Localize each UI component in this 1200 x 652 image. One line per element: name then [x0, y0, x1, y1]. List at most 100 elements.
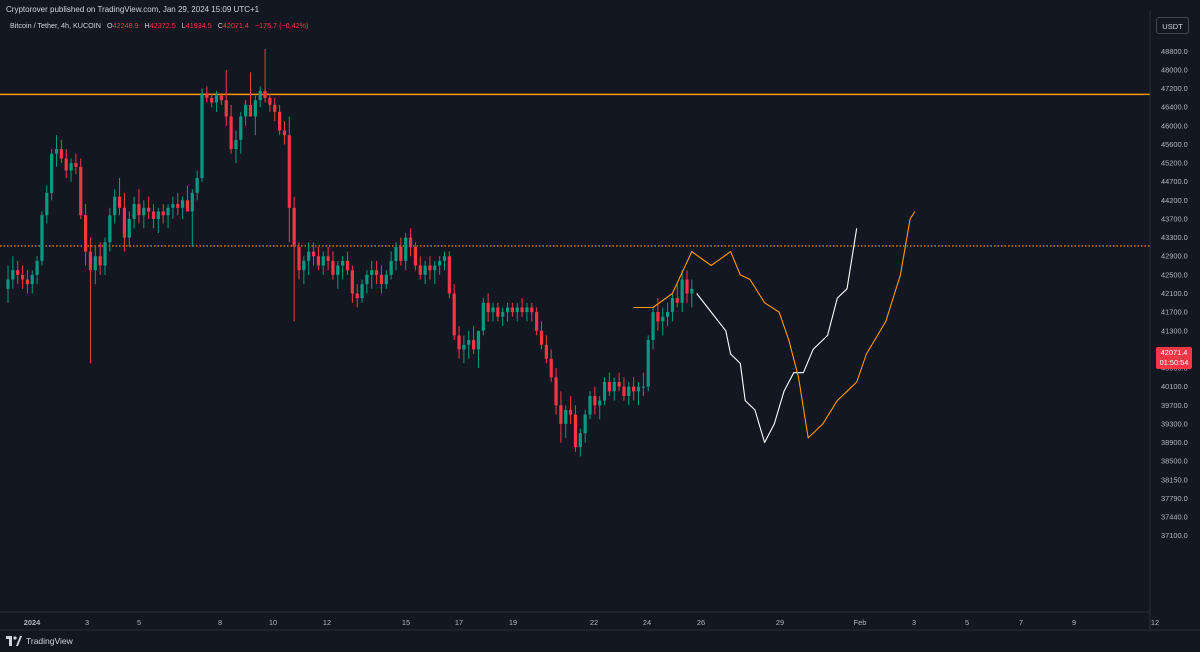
candle-body	[636, 386, 641, 392]
candle-body	[355, 293, 359, 299]
candle-body	[195, 177, 199, 193]
candle-body	[69, 163, 73, 171]
price-tick-label: 46000.0	[1161, 121, 1188, 130]
price-tick-label: 38150.0	[1161, 475, 1188, 484]
time-tick-label: 29	[776, 618, 784, 627]
candle-body	[438, 260, 442, 266]
candle-body	[408, 237, 413, 247]
candle-body	[564, 409, 568, 424]
candle-body	[25, 279, 29, 285]
candle-body	[370, 270, 374, 275]
candle-body	[292, 207, 296, 247]
candle-body	[442, 256, 447, 261]
candle-body	[666, 312, 670, 317]
candle-body	[661, 316, 665, 322]
candle-body	[156, 211, 160, 219]
currency-badge[interactable]: USDT	[1156, 17, 1189, 34]
candle-body	[593, 395, 597, 406]
candle-body	[79, 166, 83, 216]
candle-body	[11, 270, 15, 280]
footer-brand-label: TradingView	[26, 636, 73, 646]
projection-path[interactable]	[633, 211, 916, 439]
candle-body	[137, 204, 141, 216]
time-tick-label: 19	[509, 618, 517, 627]
candle-body	[176, 204, 180, 208]
candle-body	[685, 279, 689, 294]
candle-body	[549, 358, 553, 378]
time-tick-label: 5	[137, 618, 141, 627]
price-tick-label: 47200.0	[1161, 84, 1188, 93]
candle-body	[20, 274, 25, 280]
candle-body	[151, 211, 156, 219]
candle-body	[282, 130, 287, 136]
candle-body	[350, 270, 354, 294]
candle-body	[675, 298, 679, 303]
price-axis[interactable]: 48800.0 48000.0 47200.0 46400.0 46000.0 45600…	[1161, 47, 1188, 540]
candle-body	[384, 274, 388, 285]
candle-body	[326, 256, 330, 261]
close-label: C	[217, 21, 223, 30]
candle-body	[641, 386, 645, 388]
price-tick-label: 44700.0	[1161, 177, 1188, 186]
time-tick-label: 24	[643, 618, 651, 627]
candle-body	[501, 312, 505, 317]
candle-body	[559, 405, 563, 424]
price-tick-label: 43700.0	[1161, 214, 1188, 223]
candle-body	[210, 97, 214, 103]
time-tick-label: 12	[1151, 618, 1159, 627]
candle-body	[311, 251, 316, 257]
symbol-name[interactable]: Bitcoin / Tether, 4h, KUCOIN	[10, 21, 101, 30]
candle-body	[481, 302, 485, 331]
candle-body	[375, 270, 379, 275]
time-tick-label: 5	[965, 618, 969, 627]
candle-body	[520, 307, 524, 313]
candle-body	[399, 246, 403, 261]
time-tick-label: 3	[85, 618, 89, 627]
price-tick-label: 42900.0	[1161, 252, 1188, 261]
candle-body	[360, 284, 364, 299]
open-value: 42248.9	[112, 21, 139, 30]
price-tick-label: 43300.0	[1161, 233, 1188, 242]
candle-body	[525, 307, 529, 313]
price-tick-label: 48800.0	[1161, 47, 1188, 56]
candle-body	[539, 330, 544, 345]
price-tick-label: 37100.0	[1161, 531, 1188, 540]
candle-body	[598, 400, 602, 406]
price-tick-label: 39700.0	[1161, 401, 1188, 410]
price-tick-label: 37790.0	[1161, 494, 1188, 503]
candle-body	[6, 279, 10, 289]
candle-body	[239, 116, 243, 140]
high-label: H	[144, 21, 150, 30]
candle-body	[530, 307, 534, 313]
candle-body	[268, 97, 272, 105]
candle-body	[108, 215, 112, 243]
candle-body	[84, 215, 88, 252]
footer-brand[interactable]: TradingView	[6, 636, 73, 646]
price-tick-label: 38900.0	[1161, 438, 1188, 447]
time-tick-label: 22	[590, 618, 598, 627]
price-tick-label: 45200.0	[1161, 159, 1188, 168]
candle-body	[219, 95, 223, 101]
candle-body	[670, 298, 675, 313]
candle-body	[181, 200, 185, 208]
candle-body	[428, 265, 432, 271]
projection-path[interactable]	[696, 228, 858, 444]
candle-body	[54, 149, 59, 154]
candles	[6, 48, 694, 457]
candle-body	[588, 395, 592, 415]
change-value: −175.7 (−0.42%)	[254, 21, 309, 30]
time-axis[interactable]: 2024 3 5 8 10 12 15 17 19 22 24 26 29 Feb 3 5 7 9 12	[24, 618, 1159, 627]
candle-body	[98, 256, 102, 266]
open-label: O	[106, 21, 113, 30]
tradingview-logo-icon	[6, 636, 22, 646]
candle-body	[166, 207, 170, 216]
candle-body	[457, 335, 461, 350]
candle-body	[302, 260, 306, 271]
time-tick-label: 12	[323, 618, 331, 627]
candle-body	[496, 307, 500, 317]
candle-body	[16, 270, 20, 275]
low-label: L	[181, 21, 186, 30]
candle-body	[627, 386, 631, 396]
candle-body	[515, 307, 519, 313]
